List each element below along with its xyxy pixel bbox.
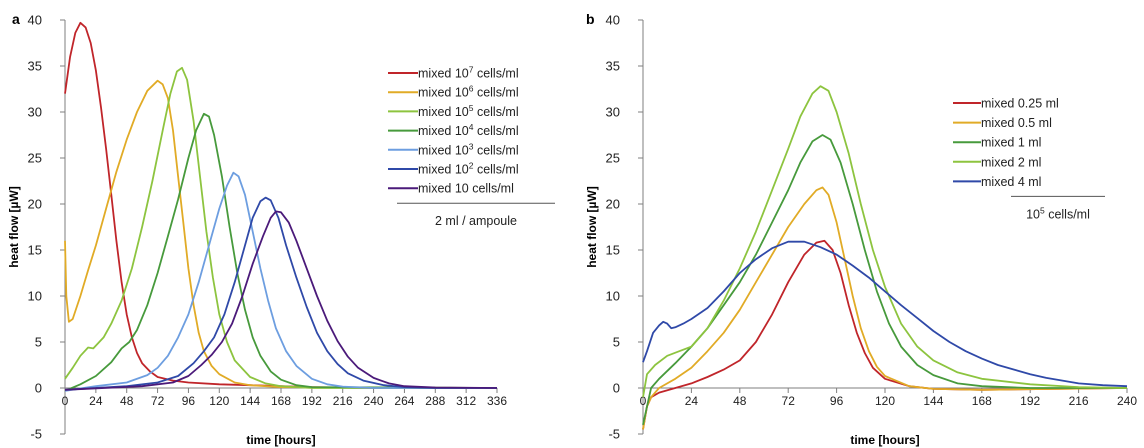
chart-b-legend-label: mixed 1 ml xyxy=(981,136,1041,150)
chart-b-y-tick-label: 15 xyxy=(606,243,620,258)
chart-a-x-tick-label: 96 xyxy=(182,394,196,408)
chart-a-x-tick-label: 168 xyxy=(271,394,291,408)
chart-a-legend-label: mixed 102 cells/ml xyxy=(418,161,519,177)
chart-b-y-tick-label: 20 xyxy=(606,197,620,212)
chart-a-x-tick-label: 0 xyxy=(62,394,69,408)
chart-a-y-tick-label: 30 xyxy=(28,105,42,120)
chart-a-panel-letter: a xyxy=(12,11,20,27)
chart-a-x-tick-label: 24 xyxy=(89,394,103,408)
chart-a-legend-label: mixed 103 cells/ml xyxy=(418,141,519,157)
chart-b-series-line-3 xyxy=(642,85,1128,398)
chart-a-series-line-2 xyxy=(64,66,497,389)
chart-a-x-tick-label: 72 xyxy=(151,394,165,408)
chart-a-series-line-6 xyxy=(64,210,498,391)
chart-b-y-axis-title: heat flow [µW] xyxy=(585,186,599,268)
chart-a-legend-note: 2 ml / ampoule xyxy=(435,214,517,228)
chart-a-series-line-1 xyxy=(64,79,498,389)
chart-b-legend-note: 105 cells/ml xyxy=(1026,205,1090,221)
chart-a-x-tick-label: 264 xyxy=(394,394,414,408)
chart-a-x-tick-label: 312 xyxy=(456,394,476,408)
chart-a-legend-label: mixed 104 cells/ml xyxy=(418,122,519,138)
chart-b-y-tick-label: 5 xyxy=(613,335,620,350)
panel-a-chart: a -5 0 5 10 15 20 25 30 35 40 0 24 48 72 96 120 144 168 192… xyxy=(7,11,555,447)
chart-b-y-tick-label: 35 xyxy=(606,59,620,74)
chart-a-x-axis-title: time [hours] xyxy=(246,433,315,447)
chart-b-x-tick-label: 120 xyxy=(875,394,895,408)
chart-a-legend-label: mixed 106 cells/ml xyxy=(418,84,519,100)
chart-a-y-tick-label: 20 xyxy=(28,197,42,212)
chart-a-series-line-0 xyxy=(64,21,497,389)
chart-b-series-line-4 xyxy=(642,240,1128,388)
chart-b-x-tick-label: 24 xyxy=(685,394,699,408)
chart-b-x-tick-label: 0 xyxy=(640,394,647,408)
chart-a-x-tick-label: 288 xyxy=(425,394,445,408)
chart-a-x-tick-label: 120 xyxy=(209,394,229,408)
chart-a-x-tick-label: 192 xyxy=(302,394,322,408)
chart-b-x-axis-title: time [hours] xyxy=(850,433,919,447)
chart-a-x-tick-label: 48 xyxy=(120,394,134,408)
chart-b-x-tick-label: 48 xyxy=(733,394,747,408)
panel-b-chart: b -5 0 5 10 15 20 25 30 35 40 0 24 48 72 96 120 144 168 192… xyxy=(585,11,1137,447)
chart-b-legend-label: mixed 2 ml xyxy=(981,155,1041,169)
chart-a-x-tick-label: 336 xyxy=(487,394,507,408)
chart-a-legend-label: mixed 10 cells/ml xyxy=(418,182,514,196)
chart-b-legend-label: mixed 4 ml xyxy=(981,175,1041,189)
chart-b-x-tick-label: 96 xyxy=(830,394,844,408)
chart-b-series-line-2 xyxy=(642,134,1127,425)
chart-a-y-tick-label: 25 xyxy=(28,151,42,166)
chart-b-panel-letter: b xyxy=(586,11,595,27)
chart-b-y-tick-label: -5 xyxy=(608,427,620,442)
chart-a-x-tick-label: 216 xyxy=(333,394,353,408)
chart-a-series-line-3 xyxy=(64,112,498,392)
chart-b-legend-label: mixed 0.5 ml xyxy=(981,116,1052,130)
chart-b-legend-label: mixed 0.25 ml xyxy=(981,97,1059,111)
chart-a-legend-label: mixed 105 cells/ml xyxy=(418,103,519,119)
chart-b-series-line-0 xyxy=(642,239,1128,430)
chart-b-y-tick-label: 30 xyxy=(606,105,620,120)
chart-a-y-tick-label: 5 xyxy=(35,335,42,350)
chart-b-y-tick-label: 40 xyxy=(606,13,620,28)
chart-a-legend-label: mixed 107 cells/ml xyxy=(418,65,519,81)
chart-a-x-tick-label: 144 xyxy=(240,394,260,408)
chart-b-x-tick-label: 192 xyxy=(1020,394,1040,408)
chart-a-y-tick-label: -5 xyxy=(30,427,42,442)
chart-b-series-line-1 xyxy=(642,186,1128,430)
chart-a-y-axis-title: heat flow [µW] xyxy=(7,186,21,268)
chart-a-x-tick-label: 240 xyxy=(364,394,384,408)
chart-b-x-tick-label: 72 xyxy=(782,394,796,408)
chart-b-y-tick-label: 25 xyxy=(606,151,620,166)
chart-b-y-tick-label: 0 xyxy=(613,381,620,396)
chart-b-y-tick-label: 10 xyxy=(606,289,620,304)
chart-a-y-tick-label: 10 xyxy=(28,289,42,304)
chart-b-x-tick-label: 168 xyxy=(972,394,992,408)
chart-a-y-tick-label: 0 xyxy=(35,381,42,396)
chart-a-series-line-4 xyxy=(64,171,497,392)
chart-a-y-tick-label: 35 xyxy=(28,59,42,74)
chart-a-y-tick-label: 40 xyxy=(28,13,42,28)
chart-b-x-tick-label: 240 xyxy=(1117,394,1137,408)
chart-a-series-line-5 xyxy=(64,196,497,391)
chart-b-x-tick-label: 144 xyxy=(923,394,943,408)
chart-b-x-tick-label: 216 xyxy=(1069,394,1089,408)
chart-a-y-tick-label: 15 xyxy=(28,243,42,258)
